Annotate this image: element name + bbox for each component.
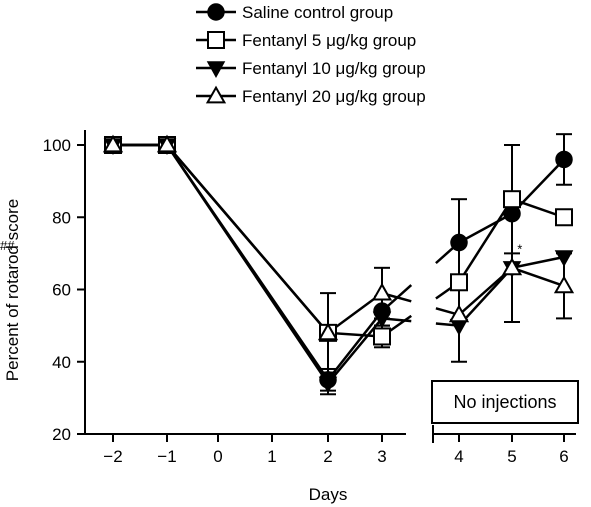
data-point-triangle-up (205, 85, 227, 104)
x-tick-label: 6 (559, 447, 568, 466)
x-tick-label: −2 (103, 447, 122, 466)
data-point-triangle-up (156, 134, 178, 153)
legend-item-1: Saline control group (196, 3, 393, 22)
series-1 (113, 133, 572, 392)
data-point-triangle-up (553, 275, 575, 294)
series-line-left (113, 143, 412, 335)
legend: Saline control group Fentanyl 5 μg/kg gro… (196, 3, 426, 106)
legend-label: Fentanyl 10 μg/kg group (242, 59, 426, 78)
x-tick-label: −1 (157, 447, 176, 466)
series-line-right (435, 197, 565, 300)
series-line-right (435, 158, 565, 265)
data-point-circle (450, 233, 468, 252)
series-line-right (435, 255, 565, 327)
annotations: * ## (0, 238, 522, 257)
axes: 20 40 60 80 100 −2 −1 0 1 2 3 4 5 6 (43, 130, 576, 466)
y-tick-label: 40 (52, 353, 71, 372)
no-injections-box: No injections (431, 380, 579, 424)
data-point-square (373, 327, 391, 346)
series-4 (113, 143, 572, 374)
data-point-triangle-up (371, 282, 393, 301)
series-3 (113, 143, 565, 396)
legend-label: Saline control group (242, 3, 393, 22)
series-1-markers (104, 136, 573, 389)
data-point-triangle-down (372, 311, 392, 329)
no-injections-label: No injections (453, 392, 556, 412)
legend-label: Fentanyl 20 μg/kg group (242, 87, 426, 106)
data-point-square (503, 190, 521, 209)
series-layer (102, 133, 575, 396)
series-line-right (435, 266, 565, 317)
data-point-triangle-down (318, 376, 338, 394)
significance-marker: * (517, 241, 522, 256)
series-line-left (113, 143, 412, 338)
x-axis-title: Days (309, 485, 348, 504)
series-line-left (113, 143, 412, 386)
x-tick-label: 2 (323, 447, 332, 466)
data-point-circle (207, 3, 225, 21)
significance-marker: ## (0, 238, 15, 253)
data-point-triangle-up (102, 134, 124, 153)
data-point-square (207, 31, 225, 49)
data-point-triangle-down (206, 61, 226, 78)
data-point-circle (555, 150, 573, 169)
data-point-triangle-up (448, 304, 470, 323)
no-injections-box-border (431, 380, 579, 424)
x-tick-label: 5 (507, 447, 516, 466)
series-2 (113, 143, 565, 349)
legend-label: Fentanyl 5 μg/kg group (242, 31, 416, 50)
x-tick-label: 0 (213, 447, 222, 466)
data-point-triangle-down (554, 250, 574, 267)
legend-item-4: Fentanyl 20 μg/kg group (196, 85, 426, 106)
y-tick-label: 100 (43, 136, 71, 155)
y-tick-label: 80 (52, 208, 71, 227)
series-4-markers (102, 134, 575, 341)
legend-item-2: Fentanyl 5 μg/kg group (196, 31, 416, 50)
series-3-markers (103, 138, 574, 394)
y-tick-label: 60 (52, 281, 71, 300)
y-axis-title: Percent of rotarod score (3, 199, 22, 381)
x-tick-label: 1 (267, 447, 276, 466)
legend-item-3: Fentanyl 10 μg/kg group (196, 59, 426, 78)
x-tick-label: 3 (377, 447, 386, 466)
y-tick-label: 20 (52, 425, 71, 444)
data-point-square (450, 273, 468, 292)
data-point-triangle-up (501, 257, 523, 276)
x-tick-label: 4 (454, 447, 463, 466)
data-point-triangle-up (317, 322, 339, 341)
data-point-square (555, 208, 573, 227)
series-line-left (113, 143, 413, 382)
series-2-markers (104, 136, 573, 346)
